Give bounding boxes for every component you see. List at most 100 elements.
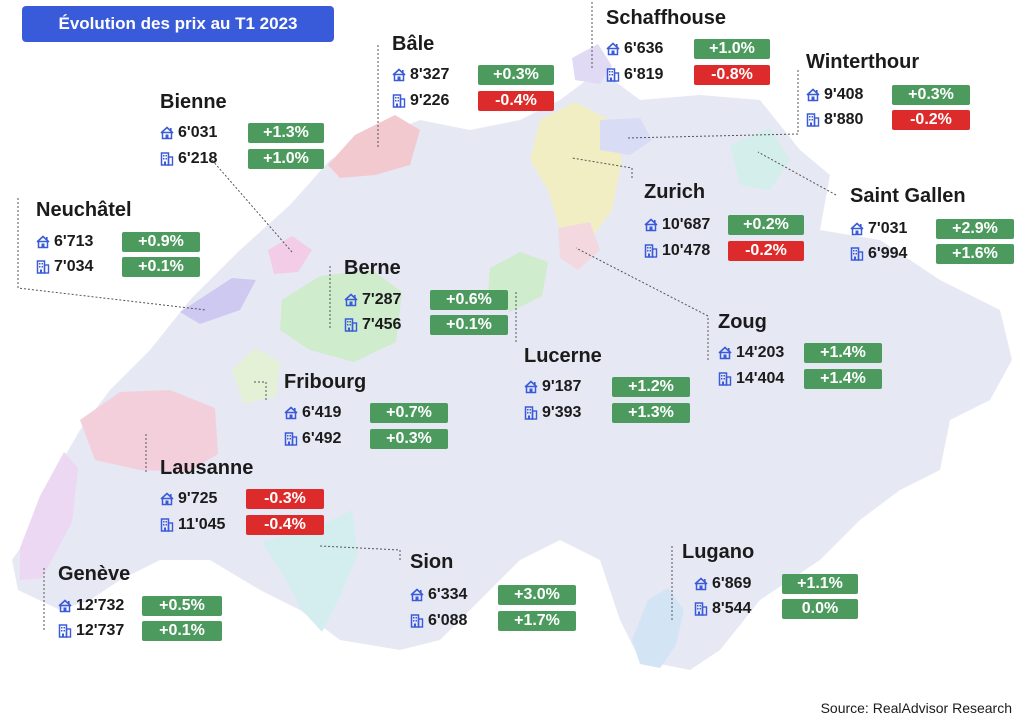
city-bale: Bâle 8'327 +0.3% 9'226 -0.4% xyxy=(392,32,554,111)
apartment-price: 7'456 xyxy=(362,316,402,333)
city-zurich: Zurich 10'687 +0.2% 10'478 -0.2% xyxy=(644,180,804,261)
house-price: 6'419 xyxy=(302,404,342,421)
city-geneve: Genève 12'732 +0.5% 12'737 +0.1% xyxy=(58,562,222,641)
house-change-badge: +0.6% xyxy=(430,290,508,310)
city-name: Schaffhouse xyxy=(606,7,727,29)
house-change-badge: +1.2% xyxy=(612,377,690,397)
house-change-badge: +2.9% xyxy=(936,219,1014,239)
city-name: Zurich xyxy=(644,181,706,203)
house-price: 9'408 xyxy=(824,86,864,103)
house-price: 9'725 xyxy=(178,490,218,507)
apartment-change-badge: -0.2% xyxy=(892,110,970,130)
house-price: 6'636 xyxy=(624,40,664,57)
apartment-change-badge: -0.4% xyxy=(478,91,554,111)
region-zurich xyxy=(530,102,622,240)
city-saint-gallen: Saint Gallen 7'031 +2.9% 6'994 +1.6% xyxy=(850,184,1014,264)
apartment-price: 6'492 xyxy=(302,430,342,447)
source-note: Source: RealAdvisor Research xyxy=(820,700,1012,716)
city-name: Bienne xyxy=(160,91,227,113)
apartment-change-badge: -0.8% xyxy=(694,65,770,85)
city-name: Lausanne xyxy=(160,457,254,479)
house-change-badge: +0.3% xyxy=(478,65,554,85)
house-change-badge: +0.3% xyxy=(892,85,970,105)
apartment-building-icon xyxy=(850,247,864,261)
house-icon xyxy=(160,492,174,506)
leader-line-zurich xyxy=(571,157,633,178)
leader-line-zoug xyxy=(575,247,709,360)
apartment-change-badge: -0.4% xyxy=(246,515,324,535)
city-lausanne: Lausanne 9'725 -0.3% 11'045 -0.4% xyxy=(160,456,324,535)
apartment-change-badge: +0.1% xyxy=(142,621,222,641)
house-change-badge: +0.2% xyxy=(728,215,804,235)
house-change-badge: +0.7% xyxy=(370,403,448,423)
apartment-change-badge: +1.6% xyxy=(936,244,1014,264)
leader-lines xyxy=(17,2,837,632)
city-lucerne: Lucerne 9'187 +1.2% 9'393 +1.3% xyxy=(524,344,690,423)
apartment-building-icon xyxy=(344,318,358,332)
city-name: Genève xyxy=(58,563,131,585)
apartment-building-icon xyxy=(524,406,538,420)
leader-line-neuchatel xyxy=(17,198,207,311)
city-name: Zoug xyxy=(718,311,767,333)
house-price: 14'203 xyxy=(736,344,785,361)
region-bienne xyxy=(268,236,312,274)
house-price: 6'869 xyxy=(712,575,752,592)
city-winterthour: Winterthour 9'408 +0.3% 8'880 -0.2% xyxy=(806,50,970,130)
house-change-badge: +0.9% xyxy=(122,232,200,252)
apartment-price: 11'045 xyxy=(178,516,226,533)
house-icon xyxy=(58,599,72,613)
house-change-badge: +1.1% xyxy=(782,574,858,594)
house-icon xyxy=(718,346,732,360)
house-icon xyxy=(524,380,538,394)
region-sion xyxy=(262,510,358,632)
house-price: 6'713 xyxy=(54,233,94,250)
house-icon xyxy=(392,68,406,82)
city-sion: Sion 6'334 +3.0% 6'088 +1.7% xyxy=(410,550,576,631)
apartment-building-icon xyxy=(36,260,50,274)
region-neuchatel xyxy=(180,278,256,324)
city-name: Sion xyxy=(410,551,454,573)
house-icon xyxy=(36,235,50,249)
leader-line-saint-gallen xyxy=(757,151,837,196)
region-lausanne xyxy=(80,390,218,472)
house-change-badge: +1.0% xyxy=(694,39,770,59)
region-fribourg xyxy=(232,348,280,404)
region-berne xyxy=(280,270,402,362)
leader-line-fribourg xyxy=(254,381,267,400)
apartment-change-badge: +0.1% xyxy=(122,257,200,277)
house-icon xyxy=(606,42,620,56)
leader-line-sion xyxy=(319,545,401,560)
house-change-badge: +3.0% xyxy=(498,585,576,605)
apartment-building-icon xyxy=(284,432,298,446)
apartment-change-badge: +1.0% xyxy=(248,149,324,169)
region-saint-gallen xyxy=(730,128,790,190)
apartment-building-icon xyxy=(58,624,72,638)
house-icon xyxy=(806,88,820,102)
apartment-building-icon xyxy=(160,518,174,532)
house-change-badge: +1.3% xyxy=(248,123,324,143)
house-price: 8'327 xyxy=(410,66,450,83)
city-name: Bâle xyxy=(392,33,435,55)
region-winterthour xyxy=(600,118,652,155)
city-name: Saint Gallen xyxy=(850,185,966,207)
house-icon xyxy=(160,126,174,140)
apartment-price: 9'393 xyxy=(542,404,582,421)
apartment-price: 10'478 xyxy=(662,242,711,259)
apartment-price: 7'034 xyxy=(54,258,94,275)
house-price: 9'187 xyxy=(542,378,582,395)
city-name: Lucerne xyxy=(524,345,602,367)
apartment-building-icon xyxy=(644,244,658,258)
apartment-price: 14'404 xyxy=(736,370,785,387)
house-price: 10'687 xyxy=(662,216,711,233)
city-name: Neuchâtel xyxy=(36,199,132,221)
apartment-change-badge: -0.2% xyxy=(728,241,804,261)
city-lugano: Lugano 6'869 +1.1% 8'544 0.0% xyxy=(682,540,858,619)
house-price: 6'334 xyxy=(428,586,468,603)
house-icon xyxy=(694,577,708,591)
region-lugano xyxy=(632,588,684,668)
apartment-price: 6'819 xyxy=(624,66,664,83)
house-icon xyxy=(644,218,658,232)
house-icon xyxy=(344,293,358,307)
apartment-price: 8'880 xyxy=(824,111,864,128)
city-name: Lugano xyxy=(682,541,755,563)
